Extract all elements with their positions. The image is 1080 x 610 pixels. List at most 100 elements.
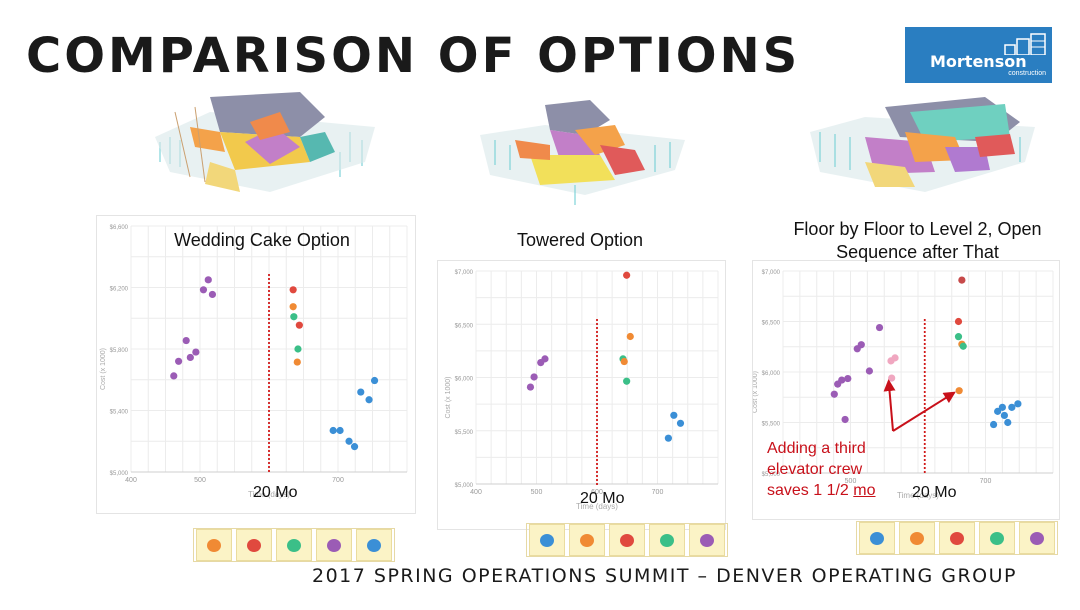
data-point-purple xyxy=(841,415,849,424)
data-point-purple xyxy=(175,357,183,365)
cutoff-label-wedding-cake: 20 Mo xyxy=(253,484,298,501)
wedding-cake-chart: $5,000 $5,400 $5,800 $6,200 $6,600 400 500 700 T… xyxy=(100,225,408,499)
y-tick-label: $6,000 xyxy=(762,371,781,377)
legend-swatch-orange xyxy=(899,522,935,554)
y-tick-label: $5,500 xyxy=(455,430,474,436)
data-point-pink xyxy=(891,354,899,362)
annotation-line-3-unit: mo xyxy=(853,482,876,499)
floor-by-floor-chart: $5,000 $5,500 $6,000 $6,500 $7,000 500 700 Time… xyxy=(752,270,1054,500)
data-point-blue xyxy=(994,407,1002,415)
floor-by-floor-model-image xyxy=(810,97,1035,192)
x-tick-label: 700 xyxy=(652,489,664,496)
data-point-green xyxy=(290,313,298,321)
building-logo-icon xyxy=(1004,33,1046,55)
towered-chart: $5,000 $5,500 $6,000 $6,500 $7,000 400 500 600 7… xyxy=(445,270,719,511)
mortenson-logo: Mortenson construction xyxy=(905,27,1052,83)
elevator-crew-annotation: Adding a third elevator crew saves 1 1/2… xyxy=(767,438,927,501)
legend-swatch-blue xyxy=(356,529,392,561)
data-point-orange xyxy=(955,387,963,395)
chart-panel-floor-by-floor: $5,000 $5,500 $6,000 $6,500 $7,000 500 700 Time… xyxy=(752,260,1060,520)
wedding-cake-model-image xyxy=(155,92,375,192)
y-tick-label: $6,200 xyxy=(110,287,129,293)
data-point-blue xyxy=(998,403,1006,411)
y-tick-label: $5,000 xyxy=(762,472,781,478)
data-point-purple xyxy=(192,348,200,356)
y-tick-label: $6,000 xyxy=(455,377,474,383)
legend-swatch-red xyxy=(236,529,272,561)
chart-panel-wedding-cake: $5,000 $5,400 $5,800 $6,200 $6,600 400 500 700 T… xyxy=(96,215,416,514)
data-point-blue xyxy=(676,419,685,427)
legend-dot-green xyxy=(287,538,301,552)
data-point-purple xyxy=(865,367,873,375)
data-point-orange xyxy=(626,332,634,341)
y-tick-label: $6,500 xyxy=(762,321,781,327)
y-tick-label: $5,800 xyxy=(110,348,129,354)
legend-swatch-green xyxy=(649,524,685,556)
legend-swatch-blue xyxy=(859,522,895,554)
data-point-green xyxy=(959,342,967,350)
data-point-purple xyxy=(530,373,538,381)
data-point-purple xyxy=(199,286,208,294)
legend-swatch-green xyxy=(979,522,1015,554)
data-point-blue xyxy=(664,434,672,442)
annotation-line-1: Adding a third xyxy=(767,440,866,457)
x-tick-label: 400 xyxy=(470,489,482,496)
chart-panel-towered: $5,000 $5,500 $6,000 $6,500 $7,000 400 500 600 7… xyxy=(437,260,726,530)
data-point-green xyxy=(623,377,631,385)
data-point-orange xyxy=(620,357,628,366)
data-point-blue xyxy=(990,420,998,429)
data-point-blue xyxy=(336,426,344,435)
y-tick-label: $5,000 xyxy=(110,471,129,477)
data-point-blue xyxy=(345,437,353,445)
data-point-purple xyxy=(182,336,190,345)
data-point-blue xyxy=(329,426,337,435)
data-point-green xyxy=(954,333,963,341)
x-tick-label: 400 xyxy=(125,477,137,484)
legend-dot-blue xyxy=(367,538,381,552)
data-point-blue xyxy=(1008,403,1016,411)
data-point-orange xyxy=(289,303,297,311)
data-point-green xyxy=(294,345,302,353)
data-point-red xyxy=(623,271,631,279)
slide-footer: 2017 SPRING OPERATIONS SUMMIT – DENVER O… xyxy=(312,565,1017,587)
legend-dot-blue xyxy=(540,533,554,547)
legend-dot-red xyxy=(247,538,261,552)
data-point-red xyxy=(954,317,963,326)
x-tick-label: 600 xyxy=(591,489,603,496)
y-axis-label: Cost (x 1000) xyxy=(445,376,452,418)
data-point-purple xyxy=(526,383,535,391)
annotation-line-3: saves 1 1/2 xyxy=(767,482,854,499)
data-point-blue xyxy=(1014,400,1022,408)
data-point-pink xyxy=(888,374,896,382)
data-point-blue xyxy=(365,396,373,404)
data-point-purple xyxy=(208,290,217,299)
data-point-purple xyxy=(844,374,852,383)
x-tick-label: 700 xyxy=(332,477,344,484)
y-tick-label: $6,600 xyxy=(110,225,129,231)
legend-dot-orange xyxy=(910,531,924,545)
legend-dot-blue xyxy=(870,531,884,545)
legend-dot-green xyxy=(990,531,1004,545)
x-tick-label: 700 xyxy=(980,478,992,485)
y-axis-label: Cost (x 1000) xyxy=(100,348,107,390)
data-point-purple xyxy=(541,355,549,363)
data-point-blue xyxy=(357,388,365,396)
data-point-red xyxy=(295,321,303,329)
y-tick-label: $7,000 xyxy=(455,270,474,276)
data-point-purple xyxy=(186,353,194,362)
legend-swatch-purple xyxy=(316,529,352,561)
data-point-purple xyxy=(170,372,178,380)
legend-swatch-purple xyxy=(1019,522,1055,554)
data-point-blue xyxy=(350,443,359,451)
annotation-line-2: elevator crew xyxy=(767,461,863,478)
data-point-purple xyxy=(838,376,846,384)
legend-dot-purple xyxy=(327,538,341,552)
data-point-purple xyxy=(830,390,838,398)
chart-title-wedding-cake: Wedding Cake Option xyxy=(174,230,350,250)
legend-swatch-blue xyxy=(529,524,565,556)
data-point-orange xyxy=(293,358,301,366)
legend-swatch-orange xyxy=(569,524,605,556)
legend-dot-red xyxy=(620,533,634,547)
x-axis-label: Time (days) xyxy=(576,502,618,511)
logo-sub: construction xyxy=(1008,70,1046,77)
